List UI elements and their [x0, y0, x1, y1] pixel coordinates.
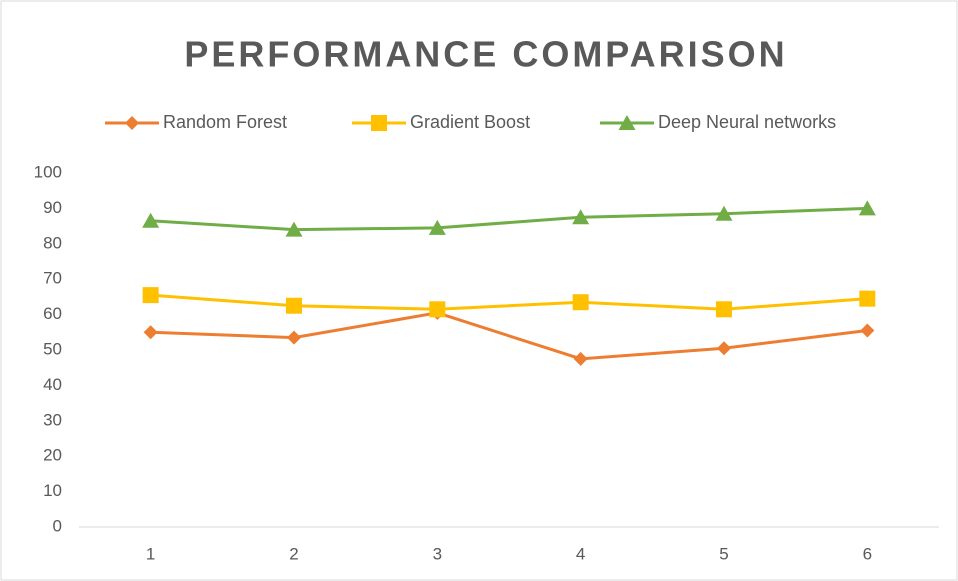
y-tick-label: 20 — [43, 446, 62, 465]
x-tick-label: 3 — [433, 544, 442, 563]
y-tick-label: 10 — [43, 481, 62, 500]
data-point — [859, 290, 876, 307]
data-point — [717, 341, 731, 356]
data-point — [142, 212, 160, 228]
data-point — [572, 209, 590, 225]
chart-title: PERFORMANCE COMPARISON — [184, 34, 787, 75]
data-point — [285, 221, 303, 237]
data-point — [142, 287, 159, 304]
y-tick-label: 50 — [43, 339, 62, 358]
data-point — [286, 297, 302, 314]
data-point — [429, 301, 446, 318]
data-point — [858, 200, 876, 216]
legend-label: Deep Neural networks — [658, 112, 836, 132]
data-point — [572, 294, 589, 311]
series-line — [150, 311, 868, 361]
y-tick-label: 40 — [43, 375, 62, 394]
y-tick-label: 60 — [43, 304, 62, 323]
y-tick-label: 70 — [43, 269, 62, 288]
y-tick-label: 100 — [34, 162, 62, 181]
x-tick-label: 4 — [576, 544, 585, 563]
data-point — [715, 205, 733, 221]
legend-marker — [371, 115, 387, 131]
x-tick-label: 1 — [146, 544, 155, 563]
series-line — [150, 293, 868, 311]
data-point — [428, 219, 446, 235]
y-tick-label: 30 — [43, 410, 62, 429]
data-point — [573, 351, 588, 366]
legend-marker — [618, 115, 636, 130]
y-tick-label: 80 — [43, 233, 62, 252]
legend-label: Random Forest — [163, 112, 287, 132]
legend-label: Gradient Boost — [410, 112, 530, 132]
data-point — [860, 323, 875, 338]
x-tick-label: 5 — [719, 544, 728, 563]
data-point — [143, 325, 158, 340]
data-point — [287, 330, 301, 345]
y-tick-label: 90 — [43, 198, 62, 217]
y-tick-label: 0 — [53, 516, 62, 535]
x-tick-label: 6 — [863, 544, 872, 563]
series-line — [150, 206, 868, 232]
legend-marker — [125, 116, 139, 130]
data-point — [716, 301, 732, 318]
x-tick-label: 2 — [289, 544, 298, 563]
